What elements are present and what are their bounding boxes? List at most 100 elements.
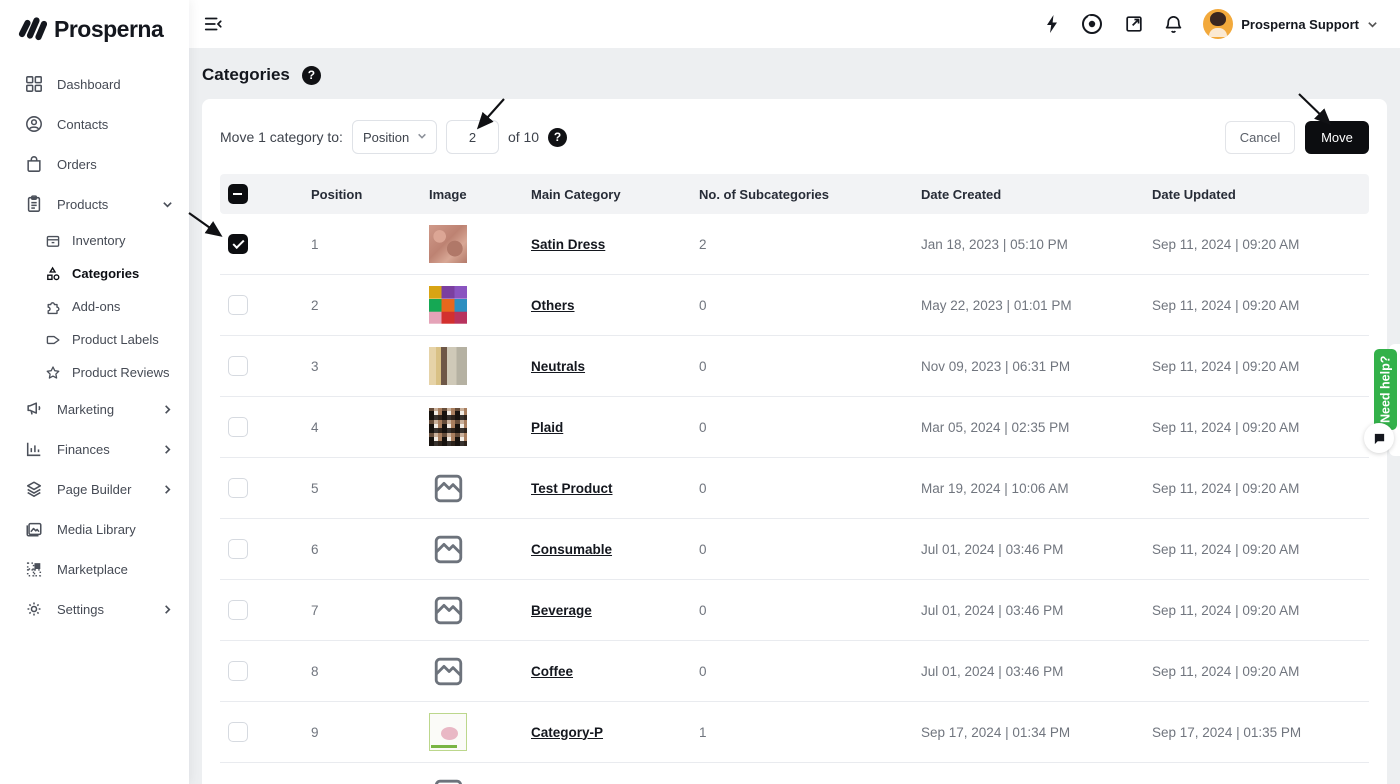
table-row: 5 Test Product 0 Mar 19, 2024 | 10:06 AM… — [220, 458, 1369, 519]
table-row — [220, 763, 1369, 784]
dropdown-value: Position — [362, 129, 410, 145]
category-name-link[interactable]: Plaid — [531, 419, 564, 435]
category-name-link[interactable]: Satin Dress — [531, 236, 606, 252]
chat-bubble-button[interactable] — [1364, 423, 1394, 453]
page-builder-icon — [24, 480, 44, 498]
table-row: 7 Beverage 0 Jul 01, 2024 | 03:46 PM Sep… — [220, 580, 1369, 641]
sidebar-item-add-ons[interactable]: Add-ons — [0, 290, 189, 323]
marketing-icon — [24, 400, 44, 418]
position-number-input[interactable] — [445, 120, 499, 154]
sidebar: Prosperna Dashboard Contacts Orders Prod… — [0, 0, 189, 784]
image-placeholder-icon — [434, 596, 462, 624]
sidebar-item-label: Orders — [57, 156, 97, 172]
row-checkbox[interactable] — [228, 539, 248, 559]
sidebar-item-categories[interactable]: Categories — [0, 257, 189, 290]
need-help-tab[interactable]: Need help? — [1374, 349, 1397, 430]
row-date-updated: Sep 11, 2024 | 09:20 AM — [1152, 236, 1300, 252]
sidebar-item-products[interactable]: Products — [0, 184, 189, 224]
row-checkbox[interactable] — [228, 600, 248, 620]
category-image — [429, 591, 467, 629]
row-position: 4 — [311, 419, 319, 435]
select-all-checkbox[interactable] — [228, 184, 248, 204]
sidebar-item-label: Products — [57, 196, 109, 212]
row-date-created: Jul 01, 2024 | 03:46 PM — [921, 602, 1064, 618]
move-help-icon[interactable]: ? — [548, 127, 568, 147]
column-header-subcategories: No. of Subcategories — [699, 186, 830, 202]
sidebar-item-marketplace[interactable]: Marketplace — [0, 549, 189, 589]
table-body: 1 Satin Dress 2 Jan 18, 2023 | 05:10 PM … — [220, 214, 1369, 784]
category-name-link[interactable]: Coffee — [531, 663, 574, 679]
sidebar-item-label: Inventory — [72, 233, 126, 248]
row-checkbox[interactable] — [228, 478, 248, 498]
sidebar-item-media-library[interactable]: Media Library — [0, 509, 189, 549]
chevron-down-icon — [1368, 21, 1377, 28]
row-date-created: Sep 17, 2024 | 01:34 PM — [921, 724, 1071, 740]
row-subcategories: 2 — [699, 236, 707, 252]
row-checkbox[interactable] — [228, 295, 248, 315]
move-button[interactable]: Move — [1305, 120, 1369, 154]
cancel-button[interactable]: Cancel — [1225, 120, 1295, 154]
notifications-bell-icon[interactable] — [1164, 14, 1183, 35]
category-name-link[interactable]: Category-P — [531, 724, 604, 740]
move-label: Move 1 category to: — [220, 129, 343, 145]
move-type-dropdown[interactable]: Position — [351, 120, 437, 154]
row-subcategories: 1 — [699, 724, 707, 740]
categories-icon — [44, 266, 62, 282]
row-date-created: Jul 01, 2024 | 03:46 PM — [921, 663, 1064, 679]
row-checkbox[interactable] — [228, 356, 248, 376]
sidebar-item-orders[interactable]: Orders — [0, 144, 189, 184]
collapse-sidebar-button[interactable] — [203, 14, 223, 34]
sidebar-item-contacts[interactable]: Contacts — [0, 104, 189, 144]
external-link-icon[interactable] — [1124, 14, 1144, 34]
account-menu[interactable]: Prosperna Support — [1203, 9, 1378, 39]
category-name-link[interactable]: Others — [531, 297, 575, 313]
image-placeholder-icon — [434, 779, 462, 784]
sidebar-item-settings[interactable]: Settings — [0, 589, 189, 629]
category-name-link[interactable]: Beverage — [531, 602, 592, 618]
page-title: Categories — [202, 65, 290, 84]
row-position: 8 — [311, 663, 319, 679]
row-position: 9 — [311, 724, 319, 740]
row-subcategories: 0 — [699, 663, 707, 679]
inventory-icon — [44, 233, 62, 249]
category-image — [429, 713, 467, 751]
sidebar-item-product-reviews[interactable]: Product Reviews — [0, 356, 189, 389]
table-row: 3 Neutrals 0 Nov 09, 2023 | 06:31 PM Sep… — [220, 336, 1369, 397]
categories-card: Move 1 category to: Position of 10 ? Can… — [202, 99, 1387, 784]
sidebar-item-dashboard[interactable]: Dashboard — [0, 64, 189, 104]
table-row: 1 Satin Dress 2 Jan 18, 2023 | 05:10 PM … — [220, 214, 1369, 275]
category-image — [429, 530, 467, 568]
quick-actions-icon[interactable] — [1044, 14, 1060, 34]
page-help-icon[interactable]: ? — [301, 65, 321, 85]
chevron-down-icon — [417, 131, 427, 144]
chevron-right-icon — [162, 604, 173, 615]
sidebar-item-page-builder[interactable]: Page Builder — [0, 469, 189, 509]
category-name-link[interactable]: Neutrals — [531, 358, 586, 374]
row-position: 6 — [311, 541, 319, 557]
row-checkbox[interactable] — [228, 661, 248, 681]
sidebar-item-label: Page Builder — [57, 481, 132, 497]
chevron-right-icon — [162, 404, 173, 415]
row-checkbox[interactable] — [228, 234, 248, 254]
row-subcategories: 0 — [699, 297, 707, 313]
row-date-created: Mar 19, 2024 | 10:06 AM — [921, 480, 1069, 496]
row-checkbox[interactable] — [228, 722, 248, 742]
row-checkbox[interactable] — [228, 417, 248, 437]
target-icon[interactable] — [1080, 12, 1104, 36]
row-date-created: Jul 01, 2024 | 03:46 PM — [921, 541, 1064, 557]
row-position: 3 — [311, 358, 319, 374]
row-subcategories: 0 — [699, 480, 707, 496]
categories-table: Position Image Main Category No. of Subc… — [220, 174, 1369, 784]
sidebar-item-product-labels[interactable]: Product Labels — [0, 323, 189, 356]
category-name-link[interactable]: Test Product — [531, 480, 613, 496]
image-placeholder-icon — [434, 657, 462, 685]
move-toolbar: Move 1 category to: Position of 10 ? Can… — [202, 99, 1387, 164]
products-icon — [24, 195, 44, 213]
finances-icon — [24, 440, 44, 458]
sidebar-item-inventory[interactable]: Inventory — [0, 224, 189, 257]
category-name-link[interactable]: Consumable — [531, 541, 613, 557]
sidebar-item-finances[interactable]: Finances — [0, 429, 189, 469]
dashboard-icon — [24, 75, 44, 93]
brand-logo[interactable]: Prosperna — [0, 0, 189, 56]
sidebar-item-marketing[interactable]: Marketing — [0, 389, 189, 429]
